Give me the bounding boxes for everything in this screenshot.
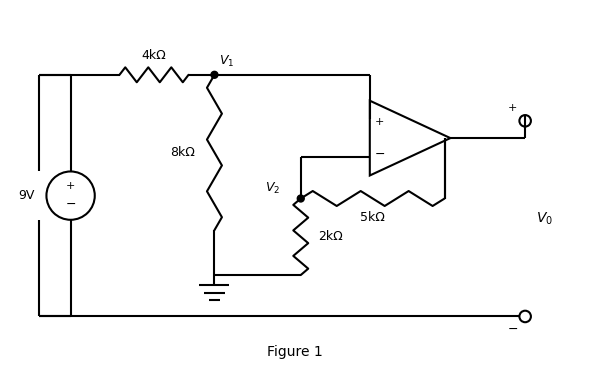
Circle shape [297, 195, 304, 202]
Text: +: + [66, 181, 76, 191]
Text: −: − [507, 323, 518, 335]
Text: −: − [374, 148, 385, 161]
Text: +: + [375, 117, 384, 127]
Text: 8kΩ: 8kΩ [171, 146, 195, 159]
Text: Figure 1: Figure 1 [267, 345, 323, 359]
Text: 2kΩ: 2kΩ [318, 230, 343, 243]
Circle shape [211, 71, 218, 78]
Text: 9V: 9V [18, 189, 34, 202]
Text: $V_2$: $V_2$ [266, 181, 281, 196]
Text: −: − [65, 198, 76, 211]
Text: 5kΩ: 5kΩ [360, 211, 385, 224]
Text: +: + [508, 103, 517, 113]
Text: $V_1$: $V_1$ [219, 54, 234, 69]
Text: $V_0$: $V_0$ [536, 211, 552, 227]
Text: 4kΩ: 4kΩ [142, 49, 166, 62]
